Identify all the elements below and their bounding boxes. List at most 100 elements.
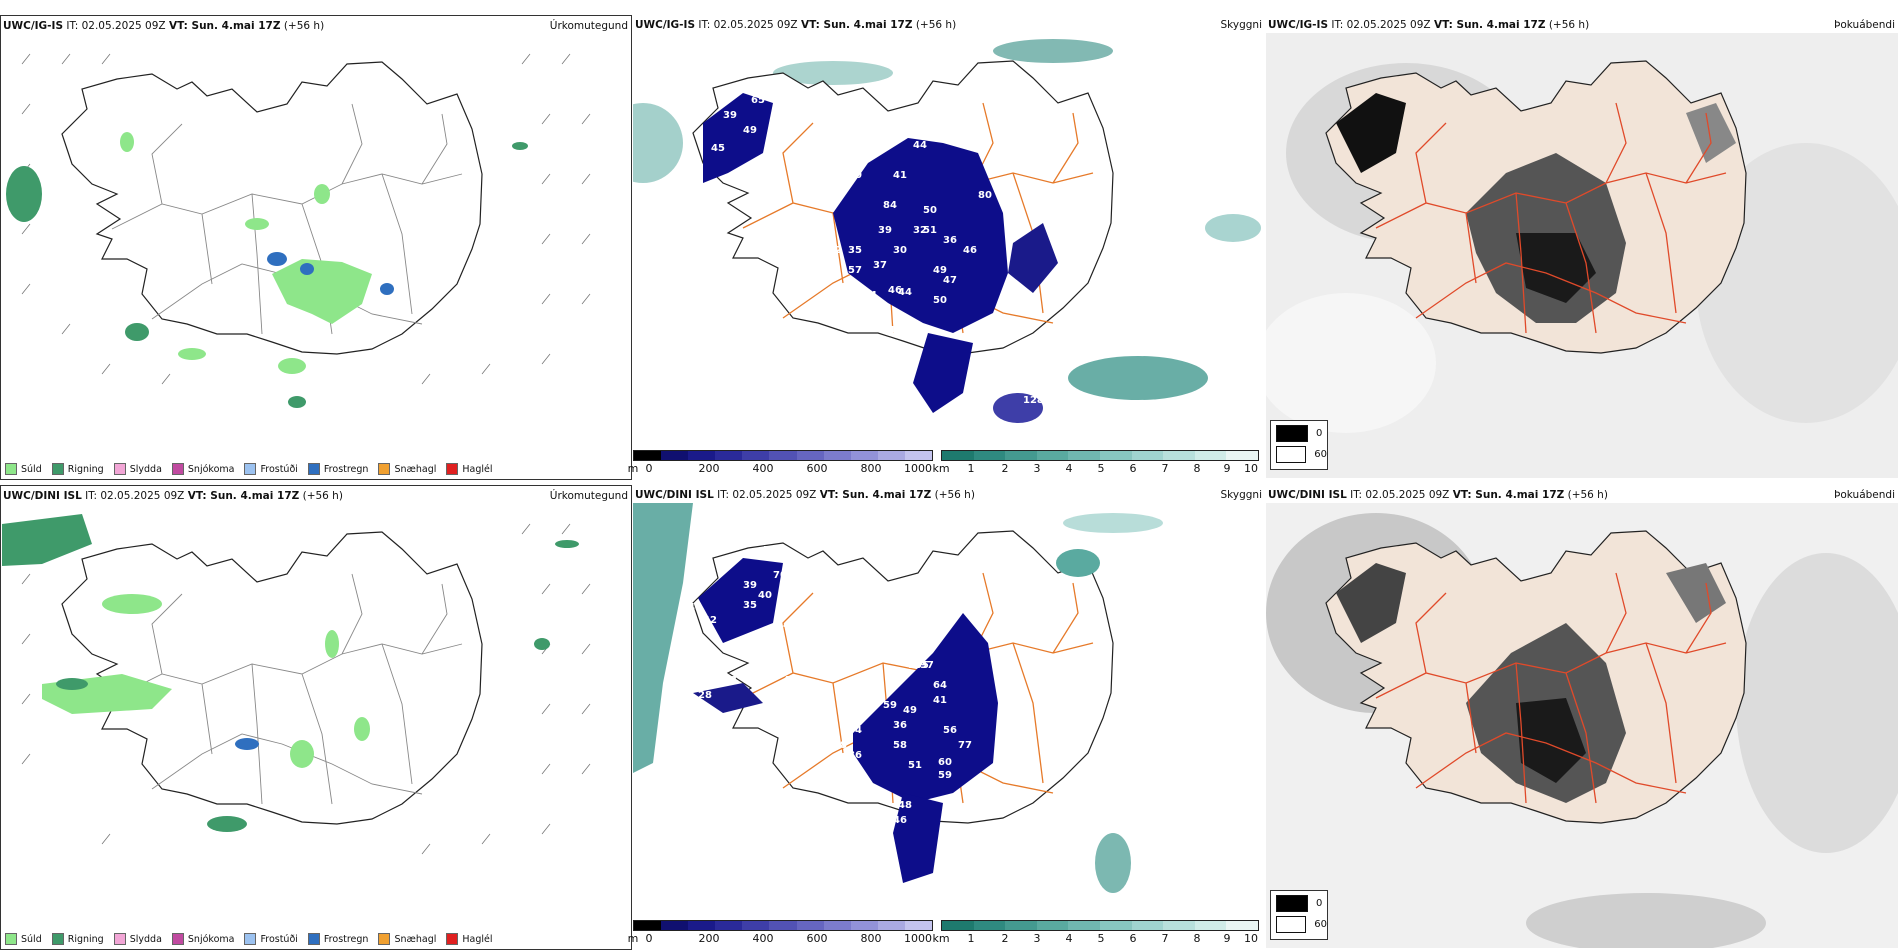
- colorbar-tick: 0: [645, 462, 653, 475]
- colorbar-tick: 1000: [904, 932, 932, 945]
- cloud-base-label: 40: [888, 355, 902, 366]
- cloud-base-label: 46: [893, 815, 907, 826]
- cloud-base-label: 44: [898, 287, 912, 298]
- cloud-base-label: 80: [978, 190, 992, 201]
- cloud-map: 39 45 49 65 42 32 46 77 66 70 41 44 53 84 50 39 32 30 51 36…: [633, 39, 1261, 426]
- cloud-base-label: 86: [848, 750, 862, 761]
- colorbar-tick: 1000: [904, 462, 932, 475]
- cloud-base-label: 48: [833, 740, 847, 751]
- legend-item: Frostúði: [244, 463, 298, 475]
- cloud-base-label: 41: [873, 340, 887, 351]
- colorbar-tick: 3: [1033, 462, 1041, 475]
- fog-panel-bottom: UWC/DINI ISL IT: 02.05.2025 09Z VT: Sun.…: [1266, 485, 1898, 950]
- cloud-panel-top: UWC/IG-IS IT: 02.05.2025 09Z VT: Sun. 4.…: [628, 15, 1265, 480]
- cloud-base-label: 32: [913, 225, 927, 236]
- legend-swatch: [113, 463, 126, 475]
- colorbar-tick: 2: [1001, 932, 1009, 945]
- legend-item: Frostregn: [307, 933, 368, 945]
- panel-header: UWC/IG-IS IT: 02.05.2025 09Z VT: Sun. 4.…: [1268, 19, 1590, 31]
- colorbar-height: m 0 200 400 600 800 1000: [628, 920, 933, 945]
- colorbars: m 0 200 400 600 800 1000 km 1 2 3 4 5 6 …: [628, 920, 1265, 950]
- cloud-base-label: 51: [908, 760, 922, 771]
- panel-title: Úrkomutegund: [549, 20, 628, 32]
- cloud-base-label: 158: [1033, 365, 1054, 376]
- legend-swatch: [446, 463, 459, 475]
- cloud-base-label: 28: [698, 690, 712, 701]
- cloud-base-label: 66: [803, 165, 817, 176]
- legend-swatch: [307, 463, 320, 475]
- cloud-base-label: 36: [893, 720, 907, 731]
- fog-legend-item: 0: [1276, 425, 1327, 442]
- legend-swatch: [244, 933, 257, 945]
- cloud-base-label: 81: [1043, 577, 1057, 588]
- colorbar-tick: 0: [645, 932, 653, 945]
- cloud-base-label: 32: [705, 205, 719, 216]
- cloud-base-label: 46: [963, 245, 977, 256]
- cloud-base-label: 54: [863, 290, 877, 301]
- fog-map: [1266, 503, 1898, 948]
- precip-map: [6, 53, 591, 408]
- legend-item: Snæhagl: [378, 463, 436, 475]
- cloud-base-label: 42: [888, 325, 902, 336]
- colorbar-tick: 200: [698, 462, 720, 475]
- colorbar-unit: m: [627, 462, 639, 475]
- cloud-base-label: 50: [923, 205, 937, 216]
- cloud-base-label: 128: [1023, 395, 1044, 406]
- precip-map: [2, 514, 591, 855]
- legend-item: Frostregn: [307, 463, 368, 475]
- precip-legend: Súld Rigning Slydda Snjókoma Frostúði Fr…: [5, 463, 493, 475]
- cloud-base-label: 64: [933, 680, 947, 691]
- cloud-base-label: 36: [898, 373, 912, 384]
- cloud-base-label: 47: [943, 275, 957, 286]
- colorbar-tick: 9: [1223, 932, 1231, 945]
- cloud-base-label: 60: [938, 757, 952, 768]
- cloud-panel-bottom: UWC/DINI ISL IT: 02.05.2025 09Z VT: Sun.…: [628, 485, 1265, 950]
- legend-swatch: [446, 933, 459, 945]
- legend-swatch: [5, 933, 17, 945]
- colorbar-tick: 8: [1193, 462, 1201, 475]
- cloud-base-label: 44: [848, 725, 862, 736]
- cloud-base-label: 51: [923, 225, 937, 236]
- legend-swatch: [378, 463, 391, 475]
- fog-legend-swatch: [1276, 895, 1308, 912]
- panel-title: Skyggni: [1220, 489, 1263, 501]
- fog-legend-item: 60: [1276, 446, 1327, 463]
- cloud-base-label: 38: [743, 675, 757, 686]
- colorbar-tick: 9: [1223, 462, 1231, 475]
- colorbar-height: m 0 200 400 600 800 1000: [628, 450, 933, 475]
- colorbar-distance: km 1 2 3 4 5 6 7 8 9 10: [932, 920, 1259, 945]
- legend-item: Slydda: [113, 933, 162, 945]
- legend-item: Snæhagl: [378, 933, 436, 945]
- cloud-base-label: 49: [933, 265, 947, 276]
- fog-legend-swatch: [1276, 916, 1307, 933]
- colorbar-tick: 7: [1161, 462, 1169, 475]
- colorbar-tick: 5: [1097, 462, 1105, 475]
- legend-item: Haglél: [446, 463, 493, 475]
- legend-item: Slydda: [113, 463, 162, 475]
- cloud-base-label: 37: [873, 260, 887, 271]
- colorbar-tick: 3: [1033, 932, 1041, 945]
- cloud-base-label: 52: [763, 545, 777, 556]
- cloud-base-label: 35: [743, 600, 757, 611]
- colorbar-tick: 4: [1065, 462, 1073, 475]
- legend-swatch: [171, 933, 184, 945]
- cloud-base-label: 46: [753, 185, 767, 196]
- colorbar-tick: 1: [967, 932, 975, 945]
- cloud-base-label: 50: [933, 295, 947, 306]
- cloud-base-label: 43: [783, 675, 797, 686]
- legend-item: Snjókoma: [171, 933, 234, 945]
- colorbar-tick: 600: [806, 932, 828, 945]
- cloud-base-label: 70: [848, 170, 862, 181]
- cloud-base-label: 77: [773, 195, 787, 206]
- colorbars: m 0 200 400 600 800 1000 km 1 2 3 4 5 6 …: [628, 450, 1265, 480]
- cloud-base-label: 37: [883, 625, 897, 636]
- cloud-base-label: 46: [888, 285, 902, 296]
- panel-header: UWC/DINI ISL IT: 02.05.2025 09Z VT: Sun.…: [1268, 489, 1608, 501]
- cloud-base-label: 57: [848, 265, 862, 276]
- colorbar-tick: 1: [967, 462, 975, 475]
- cloud-base-label: 63: [793, 695, 807, 706]
- panel-title: Þokuábendi: [1834, 489, 1895, 501]
- colorbar-tick: 7: [1161, 932, 1169, 945]
- fog-legend-swatch: [1276, 446, 1307, 463]
